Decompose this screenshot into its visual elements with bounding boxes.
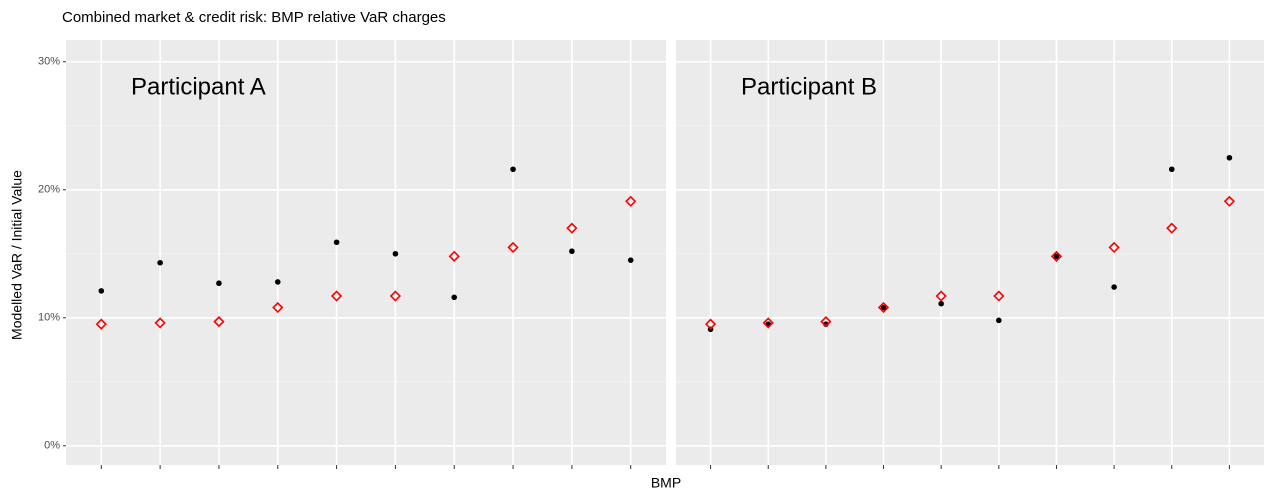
- diamond-marker: [213, 315, 225, 328]
- panel-label: Participant A: [131, 73, 266, 100]
- diamond-marker: [154, 317, 166, 329]
- diamond-marker: [272, 301, 284, 314]
- y-axis-label: Modelled VaR / Initial Value: [9, 170, 25, 340]
- dot-marker: [392, 250, 399, 257]
- dot-marker: [451, 294, 458, 301]
- diamond-marker: [993, 290, 1005, 302]
- dot-marker: [274, 279, 281, 285]
- diamond-marker: [704, 318, 717, 330]
- diamond-marker: [448, 250, 460, 262]
- y-tick-label: 20%: [38, 184, 60, 196]
- dot-marker: [1111, 284, 1117, 290]
- dot-marker: [1168, 166, 1175, 173]
- dot-marker: [333, 239, 340, 246]
- diamond-marker: [625, 195, 637, 207]
- dot-marker: [216, 280, 222, 287]
- diamond-marker: [330, 290, 343, 302]
- diamond-marker: [507, 241, 519, 254]
- diamond-marker: [566, 222, 578, 234]
- dot-marker: [880, 304, 887, 311]
- dot-marker: [1053, 253, 1060, 260]
- diamond-marker: [95, 318, 107, 330]
- y-tick-label: 10%: [38, 312, 60, 324]
- diamond-marker: [820, 315, 832, 328]
- diamond-marker: [1108, 241, 1120, 254]
- diamond-marker: [1223, 195, 1236, 207]
- dot-marker: [627, 257, 634, 263]
- diamond-marker: [389, 290, 402, 302]
- diamond-marker: [1166, 222, 1178, 234]
- dot-marker: [1226, 154, 1233, 161]
- dot-marker: [569, 248, 575, 255]
- x-axis-label: BMP: [651, 475, 681, 490]
- diamond-marker: [762, 317, 774, 329]
- dot-marker: [157, 259, 163, 266]
- panel-background: [676, 40, 1264, 465]
- dot-marker: [938, 300, 944, 307]
- dot-marker: [996, 317, 1002, 324]
- panel-label: Participant B: [741, 73, 877, 100]
- dot-marker: [98, 288, 105, 294]
- panel-background: [66, 40, 666, 465]
- chart-title: Combined market & credit risk: BMP relat…: [62, 9, 446, 26]
- diamond-marker: [935, 290, 947, 302]
- y-tick-label: 0%: [44, 440, 60, 452]
- y-tick-label: 30%: [38, 56, 60, 68]
- dot-marker: [510, 166, 516, 173]
- diamond-marker: [1050, 250, 1063, 262]
- diamond-marker: [877, 301, 890, 314]
